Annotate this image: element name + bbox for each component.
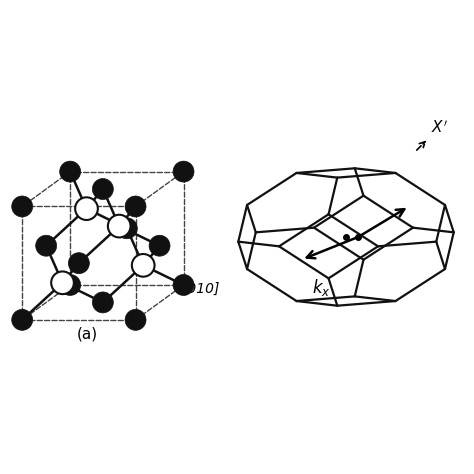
Circle shape	[92, 179, 113, 200]
Circle shape	[92, 292, 113, 313]
Circle shape	[125, 310, 146, 330]
Circle shape	[51, 272, 74, 294]
Circle shape	[75, 197, 98, 220]
Circle shape	[12, 310, 33, 330]
Circle shape	[117, 218, 137, 239]
Circle shape	[12, 196, 33, 217]
Circle shape	[60, 161, 81, 182]
Text: $k_x$: $k_x$	[312, 277, 331, 299]
Circle shape	[60, 274, 81, 295]
Circle shape	[68, 253, 89, 273]
Text: [010]: [010]	[182, 283, 219, 296]
Text: (a): (a)	[77, 327, 98, 342]
Circle shape	[173, 274, 194, 295]
Circle shape	[132, 254, 155, 277]
Circle shape	[173, 161, 194, 182]
Circle shape	[36, 235, 56, 256]
Circle shape	[108, 215, 130, 237]
Circle shape	[149, 235, 170, 256]
Circle shape	[125, 196, 146, 217]
Text: $X'$: $X'$	[431, 119, 448, 136]
